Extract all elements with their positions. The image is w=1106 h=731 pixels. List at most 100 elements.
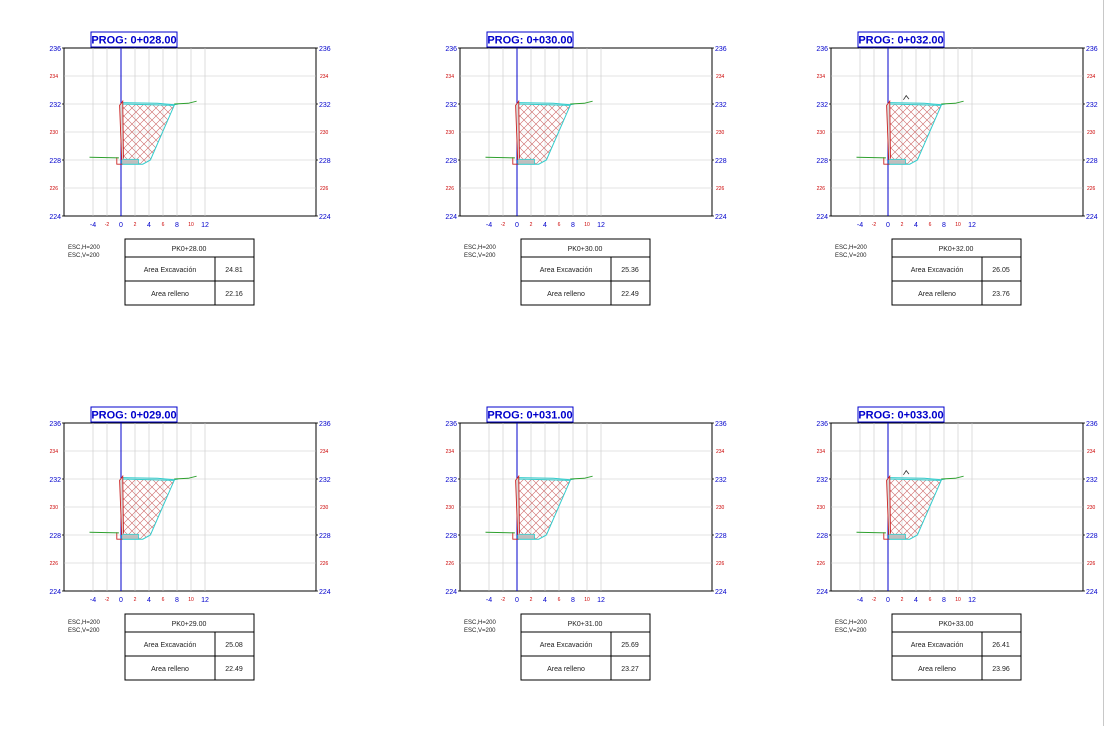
y-minor-tick-label-left: 230	[50, 505, 59, 511]
y-tick-label-right: 236	[319, 421, 331, 428]
x-minor-tick-label: 6	[162, 597, 165, 603]
y-tick-label-left: 236	[816, 421, 828, 428]
terrain-line-right	[941, 100, 964, 105]
areas-table: PK0+32.00 Area Excavación Area relleno 26.0…	[891, 238, 1022, 306]
y-tick-label-right: 228	[319, 158, 331, 165]
y-tick-label-right: 236	[319, 46, 331, 53]
pk-header: PK0+30.00	[568, 246, 603, 253]
cross-section-panel: 224 224 228 228 232 232 236 236 226 226 230 230 234 2…	[445, 406, 727, 681]
x-minor-tick-label: 2	[901, 222, 904, 228]
x-tick-label: 0	[119, 597, 123, 604]
retaining-wall-stem	[886, 474, 891, 536]
areas-table: PK0+30.00 Area Excavación Area relleno 25.3…	[520, 238, 651, 306]
pk-header: PK0+28.00	[172, 246, 207, 253]
x-minor-tick-label: -2	[105, 222, 110, 228]
x-tick-label: 4	[543, 222, 547, 229]
excavation-value: 26.41	[992, 642, 1010, 649]
fill-label: Area relleno	[547, 666, 585, 673]
y-minor-tick-label-right: 226	[1087, 186, 1096, 192]
scale-h-note: ESC,H=200	[464, 245, 497, 251]
y-minor-tick-label-left: 226	[817, 186, 826, 192]
prog-label-box	[486, 406, 574, 423]
y-tick-label-right: 228	[1086, 158, 1098, 165]
scale-h-note: ESC,H=200	[464, 620, 497, 626]
y-tick-label-right: 232	[319, 477, 331, 484]
y-minor-tick-label-right: 230	[1087, 505, 1096, 511]
x-tick-label: 12	[597, 597, 605, 604]
y-minor-tick-label-left: 230	[446, 130, 455, 136]
y-tick-label-left: 236	[445, 421, 457, 428]
x-tick-label: 8	[942, 597, 946, 604]
x-tick-label: 8	[571, 222, 575, 229]
wall-footing-toe	[883, 157, 890, 165]
x-tick-label: 4	[147, 597, 151, 604]
y-tick-label-right: 224	[715, 589, 727, 596]
y-minor-tick-label-left: 226	[446, 186, 455, 192]
x-minor-tick-label: 2	[901, 597, 904, 603]
y-minor-tick-label-left: 234	[446, 74, 455, 80]
prog-label-text: PROG: 0+029.00	[91, 410, 176, 422]
prog-label-text: PROG: 0+032.00	[858, 35, 943, 47]
y-minor-tick-label-right: 230	[320, 505, 329, 511]
y-minor-tick-label-left: 234	[817, 449, 826, 455]
y-minor-tick-label-left: 226	[50, 186, 59, 192]
terrain-line-left	[89, 531, 119, 534]
y-minor-tick-label-left: 230	[50, 130, 59, 136]
footing-slab	[517, 158, 535, 165]
terrain-line-left	[856, 156, 886, 159]
y-minor-tick-label-left: 226	[817, 561, 826, 567]
x-minor-tick-label: -2	[105, 597, 110, 603]
prog-label: PROG: 0+033.00	[857, 406, 945, 423]
terrain-line-right	[570, 475, 593, 480]
x-minor-tick-label: -2	[501, 597, 506, 603]
y-minor-tick-label-left: 234	[50, 74, 59, 80]
surface-mark	[903, 94, 910, 101]
y-tick-label-left: 228	[49, 158, 61, 165]
prog-label-box	[857, 31, 945, 48]
terrain-line-right	[174, 100, 197, 105]
prog-label-text: PROG: 0+033.00	[858, 410, 943, 422]
scale-h-note: ESC,H=200	[68, 245, 101, 251]
scale-h-note: ESC,H=200	[835, 620, 868, 626]
y-minor-tick-label-right: 234	[716, 74, 725, 80]
excavation-label: Area Excavación	[540, 642, 593, 649]
excavation-value: 25.69	[621, 642, 639, 649]
terrain-line-left	[485, 531, 515, 534]
x-tick-label: -4	[486, 597, 492, 604]
y-minor-tick-label-left: 226	[50, 561, 59, 567]
y-minor-tick-label-left: 234	[817, 74, 826, 80]
x-tick-label: 8	[175, 597, 179, 604]
y-tick-label-left: 232	[49, 102, 61, 109]
terrain-line-right	[941, 475, 964, 480]
x-minor-tick-label: -2	[872, 597, 877, 603]
y-tick-label-left: 228	[49, 533, 61, 540]
retaining-wall-stem	[886, 99, 891, 161]
x-minor-tick-label: 2	[134, 597, 137, 603]
x-tick-label: -4	[857, 597, 863, 604]
fill-label: Area relleno	[918, 291, 956, 298]
pk-header: PK0+31.00	[568, 621, 603, 628]
y-tick-label-right: 228	[1086, 533, 1098, 540]
x-minor-tick-label: 6	[929, 597, 932, 603]
x-tick-label: 8	[571, 597, 575, 604]
x-tick-label: 0	[119, 222, 123, 229]
areas-table: PK0+28.00 Area Excavación Area relleno 24.8…	[124, 238, 255, 306]
excavation-label: Area Excavación	[144, 642, 197, 649]
terrain-line-right	[570, 100, 593, 105]
y-tick-label-left: 228	[816, 533, 828, 540]
x-minor-tick-label: 10	[188, 222, 194, 228]
y-minor-tick-label-right: 230	[716, 505, 725, 511]
y-tick-label-left: 228	[816, 158, 828, 165]
y-minor-tick-label-right: 226	[320, 186, 329, 192]
y-minor-tick-label-left: 234	[446, 449, 455, 455]
fill-label: Area relleno	[918, 666, 956, 673]
retaining-wall-stem	[515, 474, 520, 536]
terrain-line-right	[174, 475, 197, 480]
fill-value: 23.76	[992, 291, 1010, 298]
scale-v-note: ESC,V=200	[835, 253, 867, 259]
excavation-label: Area Excavación	[911, 642, 964, 649]
cross-section-panel: 224 224 228 228 232 232 236 236 226 226 230 230 234 2…	[816, 406, 1098, 681]
prog-label-text: PROG: 0+031.00	[487, 410, 572, 422]
x-tick-label: -4	[486, 222, 492, 229]
